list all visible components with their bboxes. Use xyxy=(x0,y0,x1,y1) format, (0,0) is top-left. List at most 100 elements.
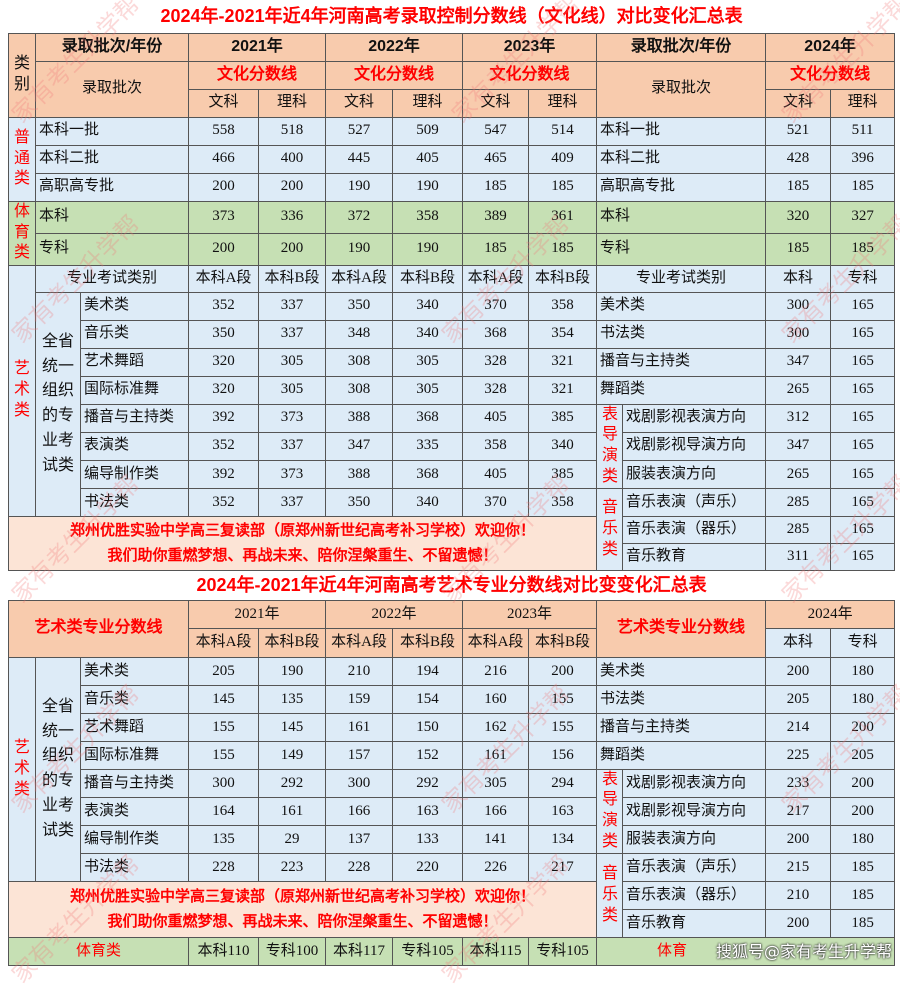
culture-line-header: 文化分数线 xyxy=(462,60,597,90)
table-row: 体育类 本科 373 336 372 358 389 361 本科 320 327 xyxy=(8,200,896,266)
exam-name: 表演类 xyxy=(80,431,189,461)
table-row: 表演类 352 337 347 335 358 340 戏剧影视导演方向 347 165 xyxy=(9,431,896,461)
score-cell: 145 xyxy=(258,712,326,742)
year-header: 2023年 xyxy=(462,32,597,62)
score-cell: 185 xyxy=(829,232,896,266)
year-header: 2024年 xyxy=(764,599,896,629)
table-row: 高职高专批 200 200 190 190 185 185 高职高专批 185 185 xyxy=(9,172,896,202)
year-header: 2021年 xyxy=(188,32,326,62)
score-cell: 405 xyxy=(462,459,529,489)
score-cell: 155 xyxy=(188,712,259,742)
score-cell: 200 xyxy=(829,712,896,742)
score-cell: 163 xyxy=(528,796,597,826)
score-cell: 205 xyxy=(829,740,896,770)
right-item-name: 舞蹈类 xyxy=(596,375,766,405)
promo-banner: 郑州优胜实验中学高三复读部（原郑州新世纪高考补习学校）欢迎你！ 我们助你重燃梦想、… xyxy=(8,515,597,571)
batch-name: 本科二批 xyxy=(596,144,766,174)
promo-line1: 郑州优胜实验中学高三复读部（原郑州新世纪高考补习学校）欢迎你！ xyxy=(69,887,535,905)
exam-type-header: 专业考试类别 xyxy=(596,264,766,293)
exam-name: 美术类 xyxy=(80,291,189,321)
right-item-name: 戏剧影视表演方向 xyxy=(622,768,766,798)
score-cell: 190 xyxy=(325,172,393,202)
score-cell: 389 xyxy=(462,200,529,234)
header-row: 录取批次 文化分数线 文化分数线 文化分数线 录取批次 文化分数线 xyxy=(9,60,896,118)
score-cell: 154 xyxy=(392,684,463,714)
score-tables: 2024年-2021年近4年河南高考录取控制分数线（文化线）对比变化汇总表 类别录… xyxy=(8,0,896,966)
culture-line-header: 文化分数线 xyxy=(764,60,896,90)
right-item-name: 音乐表演（器乐） xyxy=(622,880,766,910)
score-cell: 285 xyxy=(765,487,831,517)
score-cell: 300 xyxy=(765,319,831,349)
score-cell: 370 xyxy=(462,291,529,321)
score-cell: 350 xyxy=(325,487,393,517)
segment-header: 本科A段 xyxy=(188,627,259,658)
table-row: 国际标准舞 320 305 308 305 328 321 舞蹈类 265 165 xyxy=(9,375,896,405)
score-cell: 547 xyxy=(462,116,529,146)
category-header: 类别 xyxy=(8,32,36,118)
score-cell: 215 xyxy=(765,852,831,882)
score-cell: 428 xyxy=(765,144,831,174)
score-cell: 180 xyxy=(829,656,896,686)
right-item-name: 戏剧影视表演方向 xyxy=(622,403,766,433)
exam-name: 书法类 xyxy=(80,487,189,517)
score-cell: 340 xyxy=(392,291,463,321)
table-row: 播音与主持类 300 292 300 292 305 294 表导演类 戏剧影视表演方向 233 2… xyxy=(9,768,896,854)
table-row: 艺术舞蹈 320 305 308 305 328 321 播音与主持类 347 165 xyxy=(9,347,896,377)
score-cell: 400 xyxy=(258,144,326,174)
score-cell: 185 xyxy=(829,908,896,938)
score-cell: 285 xyxy=(765,515,831,544)
category-label: 体育类 xyxy=(8,200,36,266)
table-row: 书法类 228 223 228 220 226 217 音乐类 音乐表演（声乐） 215 185 xyxy=(9,852,896,938)
score-cell: 336 xyxy=(258,200,326,234)
segment-header: 本科B段 xyxy=(392,264,463,293)
exam-name: 国际标准舞 xyxy=(80,740,189,770)
title-row: 2024年-2021年近4年河南高考录取控制分数线（文化线）对比变化汇总表 xyxy=(8,0,895,34)
right-item-name: 播音与主持类 xyxy=(596,712,766,742)
score-cell: 347 xyxy=(765,347,831,377)
exam-name: 音乐类 xyxy=(80,684,189,714)
category-label: 普通类 xyxy=(8,116,36,202)
segment-header: 本科B段 xyxy=(258,264,326,293)
right-item-name: 服装表演方向 xyxy=(622,824,766,854)
score-cell: 373 xyxy=(188,200,259,234)
score-cell: 163 xyxy=(392,796,463,826)
score-cell: 185 xyxy=(462,232,529,266)
score-cell: 337 xyxy=(258,319,326,349)
score-cell: 361 xyxy=(528,200,597,234)
score-cell: 337 xyxy=(258,487,326,517)
score-cell: 134 xyxy=(528,824,597,854)
group-label: 全省统一组织的专业考试类 xyxy=(35,656,81,882)
score-cell: 165 xyxy=(829,542,896,571)
score-cell: 392 xyxy=(188,403,259,433)
score-cell: 225 xyxy=(765,740,831,770)
score-cell: 340 xyxy=(528,431,597,461)
segment-header: 本科B段 xyxy=(392,627,463,658)
score-cell: 217 xyxy=(528,852,597,882)
right-item-name: 音乐表演（器乐） xyxy=(622,515,766,544)
score-cell: 358 xyxy=(462,431,529,461)
promo-line1: 郑州优胜实验中学高三复读部（原郑州新世纪高考补习学校）欢迎你！ xyxy=(69,521,535,539)
score-cell: 133 xyxy=(392,824,463,854)
table-row: 音乐教育 200 185 xyxy=(9,908,896,938)
sports-row: 体育类 本科110 专科100 本科117 专科105 本科115 专科105 体育 xyxy=(8,936,896,966)
segment-header: 本科A段 xyxy=(462,264,529,293)
score-cell: 185 xyxy=(462,172,529,202)
batch-name: 本科 xyxy=(35,200,189,234)
score-cell: 专科105 xyxy=(528,936,597,966)
group-label: 表导演类 xyxy=(596,768,623,854)
table-row: 书法类 352 337 350 340 370 358 音乐类 音乐表演（声乐） 285 165 xyxy=(9,487,896,571)
table-row: 表演类 164 161 166 163 166 163 戏剧影视导演方向 217 200 xyxy=(9,796,896,826)
group-label: 音乐类 xyxy=(596,852,623,938)
score-cell: 200 xyxy=(258,232,326,266)
score-cell: 308 xyxy=(325,375,393,405)
score-cell: 160 xyxy=(462,684,529,714)
score-cell: 308 xyxy=(325,347,393,377)
exam-name: 编导制作类 xyxy=(80,459,189,489)
year-header: 2023年 xyxy=(462,599,597,629)
right-item-name: 戏剧影视导演方向 xyxy=(622,431,766,461)
score-cell: 385 xyxy=(528,403,597,433)
table-row: 音乐教育 311 165 xyxy=(9,542,896,571)
table-row: 全省统一组织的专业考试类 美术类 352 337 350 340 370 358 美术类 300 1… xyxy=(9,291,896,517)
score-cell: 180 xyxy=(829,824,896,854)
science-header: 理科 xyxy=(528,88,597,118)
